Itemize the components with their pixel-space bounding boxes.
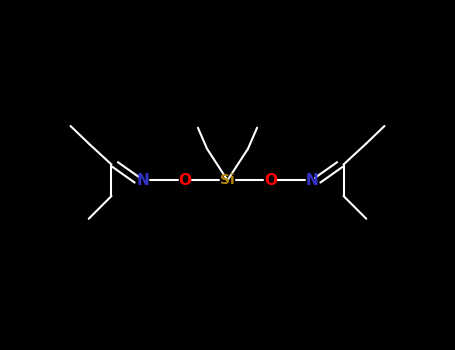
Text: N: N — [305, 173, 318, 188]
Text: O: O — [264, 173, 277, 188]
Text: Si: Si — [220, 173, 235, 187]
Text: N: N — [137, 173, 150, 188]
Text: O: O — [178, 173, 191, 188]
